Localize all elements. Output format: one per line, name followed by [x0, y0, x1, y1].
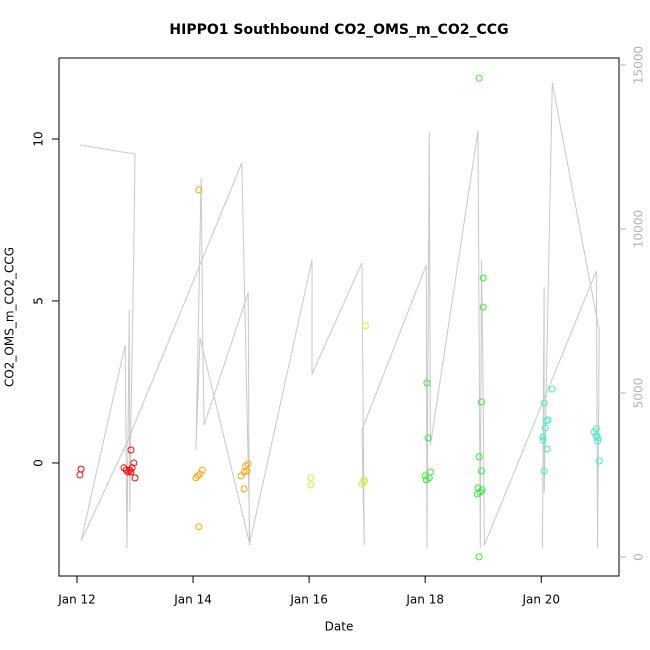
point — [127, 468, 135, 476]
point — [244, 460, 252, 468]
point — [540, 399, 548, 407]
point — [595, 457, 603, 465]
point — [243, 467, 251, 475]
point — [76, 471, 84, 479]
point — [543, 445, 551, 453]
point — [77, 465, 85, 473]
x-tick-label: Jan 12 — [57, 593, 96, 607]
y-axis-label: CO2_OMS_m_CO2_CCG — [3, 247, 17, 387]
x-axis-label: Date — [325, 620, 354, 634]
point — [360, 478, 368, 486]
point — [195, 523, 203, 531]
point — [475, 453, 483, 461]
point — [594, 434, 602, 442]
point — [473, 490, 481, 498]
point — [594, 437, 602, 445]
point — [242, 462, 250, 470]
x-tick-label: Jan 20 — [521, 593, 560, 607]
y2-tick-label: 5000 — [632, 378, 646, 409]
point — [422, 476, 430, 484]
x-tick-label: Jan 16 — [289, 593, 328, 607]
point — [539, 436, 547, 444]
point — [127, 446, 135, 454]
point — [128, 464, 136, 472]
point — [477, 467, 485, 475]
point — [539, 433, 547, 441]
y2-tick-label: 0 — [632, 553, 646, 561]
point — [423, 379, 431, 387]
point — [479, 274, 487, 282]
y2-tick-label: 15000 — [632, 46, 646, 84]
point — [240, 468, 248, 476]
point — [475, 553, 483, 561]
point — [122, 466, 130, 474]
point — [120, 464, 128, 472]
point — [548, 385, 556, 393]
chart-title: HIPPO1 Southbound CO2_OMS_m_CO2_CCG — [169, 22, 508, 38]
y-tick-label: 10 — [32, 131, 46, 146]
point — [540, 467, 548, 475]
point — [196, 470, 204, 478]
point — [478, 486, 486, 494]
point — [426, 468, 434, 476]
point — [124, 468, 132, 476]
point — [131, 474, 139, 482]
point — [477, 398, 485, 406]
point — [198, 466, 206, 474]
x-tick-label: Jan 18 — [405, 593, 444, 607]
line — [79, 82, 600, 549]
x-tick-label: Jan 14 — [173, 593, 212, 607]
point — [194, 472, 202, 480]
point — [195, 186, 203, 194]
y-tick-label: 5 — [32, 297, 46, 305]
point — [360, 476, 368, 484]
point — [240, 485, 248, 493]
point — [421, 472, 429, 480]
point — [479, 303, 487, 311]
point — [130, 459, 138, 467]
y2-tick-label: 10000 — [632, 210, 646, 248]
point — [592, 432, 600, 440]
point — [307, 474, 315, 482]
point — [541, 424, 549, 432]
point — [361, 322, 369, 330]
point — [475, 74, 483, 82]
point — [307, 481, 315, 489]
y-tick-label: 0 — [32, 459, 46, 467]
plot-box — [58, 57, 620, 577]
point — [192, 474, 200, 482]
point — [424, 434, 432, 442]
point — [544, 416, 552, 424]
